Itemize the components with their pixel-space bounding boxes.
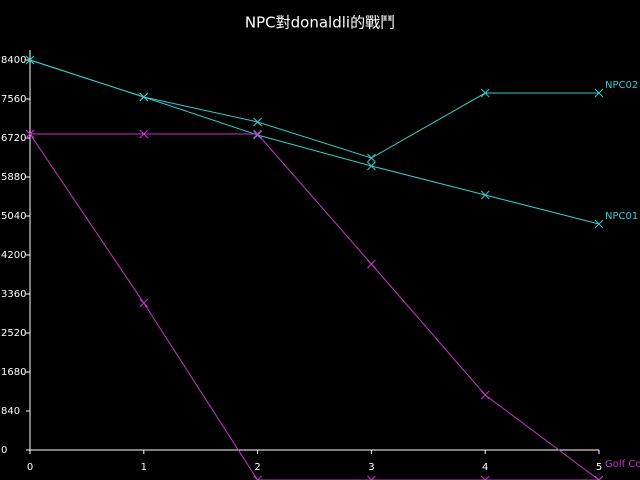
y-tick-label: 840 <box>1 406 20 417</box>
series-label: Golf Co <box>605 459 640 470</box>
point-marker <box>25 55 35 65</box>
point-marker <box>367 161 376 171</box>
x-tick-label: 3 <box>368 462 374 473</box>
point-marker <box>139 298 149 308</box>
point-marker <box>367 259 376 269</box>
x-tick-label: 2 <box>254 462 260 473</box>
x-tick-label: 1 <box>141 462 147 473</box>
point-marker <box>25 129 35 139</box>
series-line <box>29 59 599 159</box>
chart-title: NPC對donaldli的戰鬥 <box>245 14 395 32</box>
x-tick-label: 0 <box>27 462 33 473</box>
point-marker <box>367 153 376 163</box>
point-marker <box>253 129 262 139</box>
series-line <box>30 133 600 480</box>
y-tick-label: 3360 <box>1 289 26 300</box>
point-marker <box>367 475 376 480</box>
y-tick-label: 1680 <box>1 367 26 378</box>
series-line <box>29 59 600 225</box>
point-marker <box>594 88 604 98</box>
x-tick-label: 5 <box>596 462 602 473</box>
series-label: NPC02 <box>605 80 638 91</box>
point-marker <box>480 190 490 200</box>
y-tick-label: 6720 <box>1 133 26 144</box>
point-marker <box>139 92 149 102</box>
y-tick-label: 5880 <box>1 172 26 183</box>
point-marker <box>139 129 149 139</box>
point-marker <box>253 475 262 480</box>
y-tick-label: 5040 <box>1 211 26 222</box>
point-marker <box>253 117 262 127</box>
y-tick-label: 2520 <box>1 328 26 339</box>
x-tick-label: 4 <box>482 462 488 473</box>
series-line <box>29 133 599 480</box>
y-tick-label: 7560 <box>1 94 26 105</box>
y-tick-label: 0 <box>1 445 7 456</box>
point-marker <box>480 88 490 98</box>
point-marker <box>480 475 490 480</box>
point-marker <box>594 219 604 229</box>
series-label: NPC01 <box>605 211 638 222</box>
y-tick-label: 8400 <box>1 55 26 66</box>
point-marker <box>480 390 490 400</box>
y-tick-label: 4200 <box>1 250 26 261</box>
